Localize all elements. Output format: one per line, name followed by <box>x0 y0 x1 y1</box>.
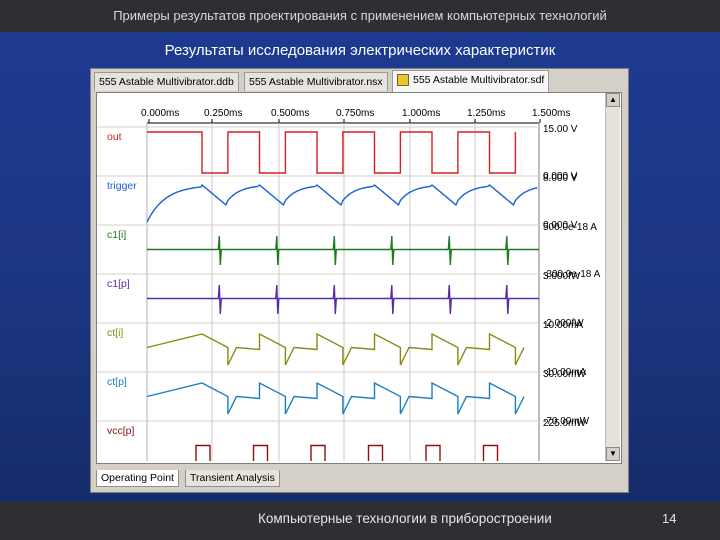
waveform-canvas: 0.000ms 0.250ms 0.500ms 0.750ms 1.000ms 1.250… <box>97 108 601 461</box>
tab-label: 555 Astable Multivibrator.sdf <box>413 74 545 86</box>
signal-label: c1[i] <box>107 229 126 241</box>
signal-min: -2.000fW <box>543 318 584 329</box>
signal-min: 0.000 V <box>543 220 578 231</box>
time-tick-label: 0.000ms <box>141 108 179 119</box>
waveform-cti <box>146 332 525 366</box>
tab-nsx[interactable]: 555 Astable Multivibrator.nsx <box>244 72 388 91</box>
signal-label: ct[i] <box>107 327 123 339</box>
signal-max: 30.00mW <box>543 369 586 380</box>
signal-min: -300.0e-18 A <box>543 269 601 280</box>
signal-max: 3.000fW <box>543 271 581 282</box>
tab-ddb[interactable]: 555 Astable Multivibrator.ddb <box>94 72 239 91</box>
time-tick-label: 1.000ms <box>402 108 440 119</box>
waveform-out <box>147 131 517 174</box>
simulation-window: 555 Astable Multivibrator.ddb 555 Astabl… <box>90 68 629 493</box>
signal-min: 0.000 V <box>543 171 578 182</box>
waveform-c1i <box>147 235 539 266</box>
time-tick-label: 0.250ms <box>204 108 242 119</box>
waveform-ctp <box>146 381 525 415</box>
slide-subtitle: Результаты исследования электрических ха… <box>164 42 556 59</box>
page-number: 14 <box>662 511 677 526</box>
tab-operating-point[interactable]: Operating Point <box>96 470 179 487</box>
waveform-c1p <box>147 284 539 315</box>
footer-text: Компьютерные технологии в приборостроени… <box>258 511 552 526</box>
slide-header-bar: Примеры результатов проектирования с при… <box>0 0 720 32</box>
signal-max: 10.00mA <box>543 320 583 331</box>
signal-max: 8.000 V <box>543 173 578 184</box>
time-tick-label: 1.250ms <box>467 108 505 119</box>
arrow-up-icon[interactable]: ▲ <box>606 93 620 107</box>
slide-footer: Компьютерные технологии в приборостроени… <box>0 502 720 540</box>
signal-min: -10.00mA <box>543 367 587 378</box>
signal-label: trigger <box>107 180 137 192</box>
signal-label: vcc[p] <box>107 425 135 437</box>
signal-max: 15.00 V <box>543 124 578 135</box>
slide-header-title: Примеры результатов проектирования с при… <box>113 8 607 23</box>
signal-max: 225.0mW <box>543 418 586 429</box>
arrow-down-icon[interactable]: ▼ <box>606 447 620 461</box>
waveform-vccp <box>195 444 499 461</box>
signal-max: 500.0e-18 A <box>543 222 597 233</box>
document-icon <box>397 74 409 87</box>
tab-label: 555 Astable Multivibrator.ddb <box>99 76 234 88</box>
signal-min: -70.00mW <box>543 416 590 427</box>
tab-label: Operating Point <box>101 472 174 484</box>
tab-transient-analysis[interactable]: Transient Analysis <box>185 470 280 487</box>
signal-label: ct[p] <box>107 376 127 388</box>
tab-label: 555 Astable Multivibrator.nsx <box>249 76 383 88</box>
tab-label: Transient Analysis <box>190 472 275 484</box>
waveform-plot[interactable]: 0.000ms 0.250ms 0.500ms 0.750ms 1.000ms 1.250… <box>96 92 622 464</box>
signal-label: c1[p] <box>107 278 130 290</box>
signal-label: out <box>107 131 122 143</box>
waveform-trigger <box>146 183 538 223</box>
time-tick-label: 1.500ms <box>532 108 570 119</box>
tab-sdf[interactable]: 555 Astable Multivibrator.sdf <box>392 70 550 92</box>
time-tick-label: 0.750ms <box>336 108 374 119</box>
vertical-scrollbar[interactable]: ▲ ▼ <box>605 93 620 461</box>
time-tick-label: 0.500ms <box>271 108 309 119</box>
